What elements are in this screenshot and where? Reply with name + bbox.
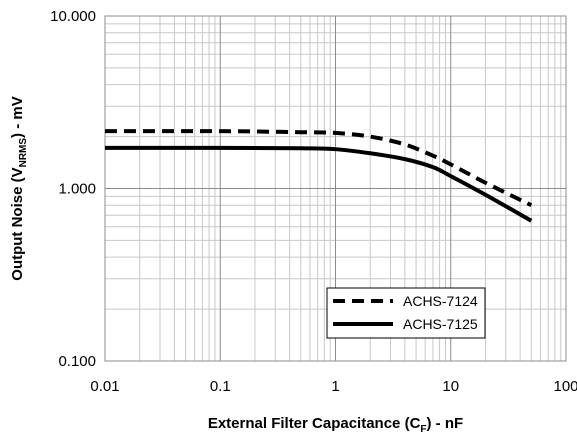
x-axis-title-sub: F xyxy=(420,424,426,435)
y-tick-label: 1.000 xyxy=(58,181,96,198)
x-axis-title: External Filter Capacitance (CF) - nF xyxy=(208,415,463,435)
series-line-achs-7124 xyxy=(104,129,533,208)
y-axis-title: Output Noise (VNRMS) - mV xyxy=(9,96,29,280)
y-tick-label: 0.100 xyxy=(58,353,96,370)
legend: ACHS-7124 ACHS-7125 xyxy=(326,287,486,339)
x-tick-label: 10 xyxy=(442,378,459,395)
x-axis-title-tail: ) - nF xyxy=(427,415,464,432)
x-tick-label: 100 xyxy=(553,378,577,395)
x-tick-label: 1 xyxy=(331,378,339,395)
legend-label-achs-7125: ACHS-7125 xyxy=(403,316,478,332)
y-tick-label: 10.000 xyxy=(50,8,96,25)
legend-label-achs-7124: ACHS-7124 xyxy=(403,293,478,309)
y-axis-title-tail: ) - mV xyxy=(9,96,26,138)
y-axis-title-sub: NRMS xyxy=(18,138,29,168)
series-layer xyxy=(104,129,533,223)
series-line-achs-7125 xyxy=(104,145,533,223)
x-tick-label: 0.1 xyxy=(210,378,231,395)
legend-box xyxy=(326,287,486,339)
x-axis-title-main: External Filter Capacitance (C xyxy=(208,415,421,432)
y-axis-title-main: Output Noise (V xyxy=(9,167,26,280)
x-tick-label: 0.01 xyxy=(90,378,119,395)
y-tick-labels: 0.100 1.000 10.000 xyxy=(50,8,96,370)
plot-border xyxy=(104,15,567,362)
x-tick-labels: 0.01 0.1 1 10 100 xyxy=(90,378,577,395)
